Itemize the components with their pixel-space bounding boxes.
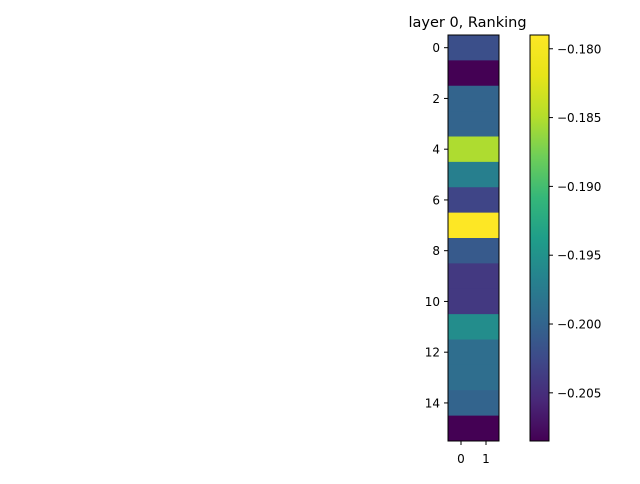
colorbar-axis: −0.180 −0.185 −0.190 −0.195 −0.200 −0.205 (549, 42, 601, 400)
axes-frame (447, 34, 500, 442)
heatmap-cell (448, 212, 499, 239)
y-tick-label: 10 (425, 295, 440, 309)
y-tick-label: 2 (432, 92, 440, 106)
heatmap-cell (448, 238, 499, 264)
x-tick-label: 0 (457, 452, 465, 466)
heatmap-cell (448, 85, 499, 112)
chart-title: layer 0, Ranking (408, 15, 526, 31)
y-tick-label: 8 (432, 244, 440, 258)
colorbar-tick-label: −0.185 (557, 111, 601, 125)
heatmap-cell (448, 339, 499, 366)
colorbar-tick-label: −0.200 (557, 318, 601, 332)
colorbar-tick-label: −0.180 (557, 42, 601, 56)
heatmap-cell (448, 111, 499, 137)
colorbar-tick-label: −0.190 (557, 180, 601, 194)
colorbar-gradient (530, 35, 549, 441)
heatmap-cell (448, 415, 499, 442)
heatmap-cell (448, 35, 499, 61)
heatmap-cell (448, 288, 499, 315)
heatmap-cell (448, 263, 499, 290)
colorbar-tick-label: −0.195 (557, 249, 601, 263)
y-tick-label: 12 (425, 346, 440, 360)
colorbar-frame (529, 34, 550, 442)
y-axis: 0 2 4 6 8 10 12 14 (425, 41, 448, 410)
heatmap-cell (448, 390, 499, 417)
colorbar-tick-label: −0.205 (557, 386, 601, 400)
y-tick-label: 14 (425, 396, 440, 410)
heatmap-cell (448, 161, 499, 188)
heatmap-cell (448, 136, 499, 163)
heatmap-cell (448, 60, 499, 87)
heatmap-cell (448, 364, 499, 391)
x-tick-label: 1 (482, 452, 490, 466)
heatmap-cells (448, 35, 499, 442)
y-tick-label: 0 (432, 41, 440, 55)
heatmap-cell (448, 314, 499, 340)
heatmap-cell (448, 187, 499, 214)
y-tick-label: 6 (432, 193, 440, 207)
y-tick-label: 4 (432, 143, 440, 157)
